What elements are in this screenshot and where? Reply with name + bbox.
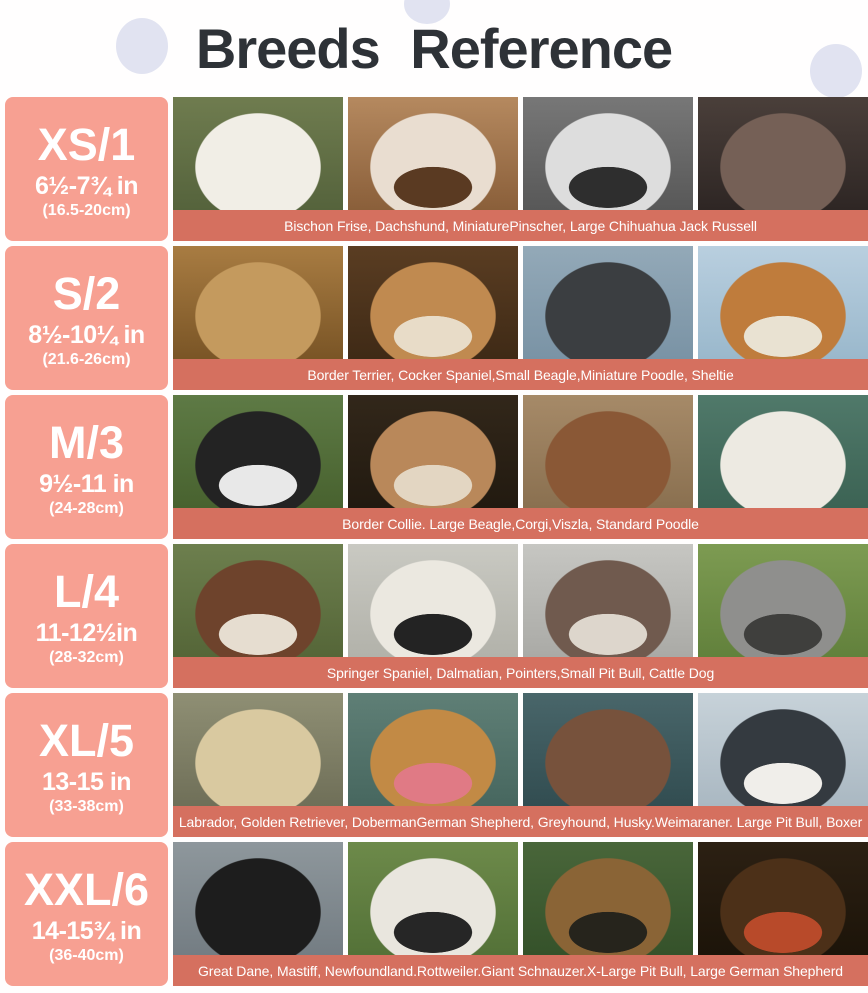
size-row-xxl6: XXL/6 14-15¾ in (36-40cm) Great Dane, Ma… bbox=[5, 842, 868, 986]
dog-photo bbox=[348, 395, 518, 508]
breeds-caption: Labrador, Golden Retriever, DobermanGerm… bbox=[173, 806, 868, 837]
size-row-xs1: XS/1 6½-7¾ in (16.5-20cm) Bischon Frise,… bbox=[5, 97, 868, 241]
dog-photo bbox=[523, 395, 693, 508]
dog-photo bbox=[173, 246, 343, 359]
dog-photo bbox=[173, 544, 343, 657]
size-code: XXL/6 bbox=[23, 863, 150, 915]
size-code: M/3 bbox=[48, 416, 124, 468]
dog-photo bbox=[348, 97, 518, 210]
size-label-panel: XL/5 13-15 in (33-38cm) bbox=[5, 693, 168, 837]
size-row-m3: M/3 9½-11 in (24-28cm) Border Collie. La… bbox=[5, 395, 868, 539]
breeds-caption: Border Terrier, Cocker Spaniel,Small Bea… bbox=[173, 359, 868, 390]
page-title: Breeds Reference bbox=[195, 16, 673, 80]
dog-photo bbox=[173, 842, 343, 955]
page-header: Breeds Reference bbox=[0, 0, 868, 98]
dog-photo bbox=[523, 544, 693, 657]
decor-circle bbox=[810, 44, 862, 98]
size-range-cm: (16.5-20cm) bbox=[42, 201, 131, 219]
decor-circle bbox=[116, 18, 168, 74]
dog-photo bbox=[698, 842, 868, 955]
dog-photo bbox=[173, 395, 343, 508]
dog-photo bbox=[523, 842, 693, 955]
size-range-cm: (28-32cm) bbox=[49, 648, 124, 666]
breeds-caption: Border Collie. Large Beagle,Corgi,Viszla… bbox=[173, 508, 868, 539]
dog-photo bbox=[348, 693, 518, 806]
size-code: L/4 bbox=[53, 565, 120, 617]
size-range-inches: 11-12½in bbox=[35, 618, 138, 647]
dog-photo bbox=[523, 97, 693, 210]
size-range-cm: (36-40cm) bbox=[49, 946, 124, 964]
size-range-cm: (21.6-26cm) bbox=[42, 350, 131, 368]
size-range-cm: (24-28cm) bbox=[49, 499, 124, 517]
size-range-inches: 14-15¾ in bbox=[31, 916, 142, 945]
dog-photo bbox=[523, 246, 693, 359]
dog-photo bbox=[348, 842, 518, 955]
dog-photo bbox=[173, 693, 343, 806]
dog-photo bbox=[348, 544, 518, 657]
size-range-inches: 8½-10¼ in bbox=[28, 320, 145, 349]
size-row-xl5: XL/5 13-15 in (33-38cm) Labrador, Golden… bbox=[5, 693, 868, 837]
breeds-caption: Great Dane, Mastiff, Newfoundland.Rottwe… bbox=[173, 955, 868, 986]
dog-photo-strip bbox=[173, 693, 868, 806]
size-range-inches: 6½-7¾ in bbox=[35, 171, 139, 200]
dog-photo bbox=[698, 395, 868, 508]
dog-photo bbox=[523, 693, 693, 806]
dog-photo-strip bbox=[173, 246, 868, 359]
dog-photo bbox=[698, 246, 868, 359]
size-code: S/2 bbox=[52, 267, 121, 319]
size-range-inches: 13-15 in bbox=[41, 767, 132, 796]
size-row-s2: S/2 8½-10¼ in (21.6-26cm) Border Terrier… bbox=[5, 246, 868, 390]
size-code: XS/1 bbox=[37, 118, 136, 170]
breeds-caption: Springer Spaniel, Dalmatian, Pointers,Sm… bbox=[173, 657, 868, 688]
size-label-panel: XS/1 6½-7¾ in (16.5-20cm) bbox=[5, 97, 168, 241]
dog-photo bbox=[698, 97, 868, 210]
dog-photo-strip bbox=[173, 395, 868, 508]
size-range-inches: 9½-11 in bbox=[39, 469, 134, 498]
dog-photo-strip bbox=[173, 842, 868, 955]
dog-photo bbox=[348, 246, 518, 359]
dog-photo bbox=[698, 693, 868, 806]
breeds-caption: Bischon Frise, Dachshund, MiniaturePinsc… bbox=[173, 210, 868, 241]
size-range-cm: (33-38cm) bbox=[49, 797, 124, 815]
dog-photo-strip bbox=[173, 544, 868, 657]
size-chart: XS/1 6½-7¾ in (16.5-20cm) Bischon Frise,… bbox=[0, 97, 868, 986]
size-row-l4: L/4 11-12½in (28-32cm) Springer Spaniel,… bbox=[5, 544, 868, 688]
size-label-panel: XXL/6 14-15¾ in (36-40cm) bbox=[5, 842, 168, 986]
size-label-panel: M/3 9½-11 in (24-28cm) bbox=[5, 395, 168, 539]
size-label-panel: L/4 11-12½in (28-32cm) bbox=[5, 544, 168, 688]
dog-photo bbox=[173, 97, 343, 210]
size-code: XL/5 bbox=[38, 714, 135, 766]
dog-photo bbox=[698, 544, 868, 657]
dog-photo-strip bbox=[173, 97, 868, 210]
size-label-panel: S/2 8½-10¼ in (21.6-26cm) bbox=[5, 246, 168, 390]
